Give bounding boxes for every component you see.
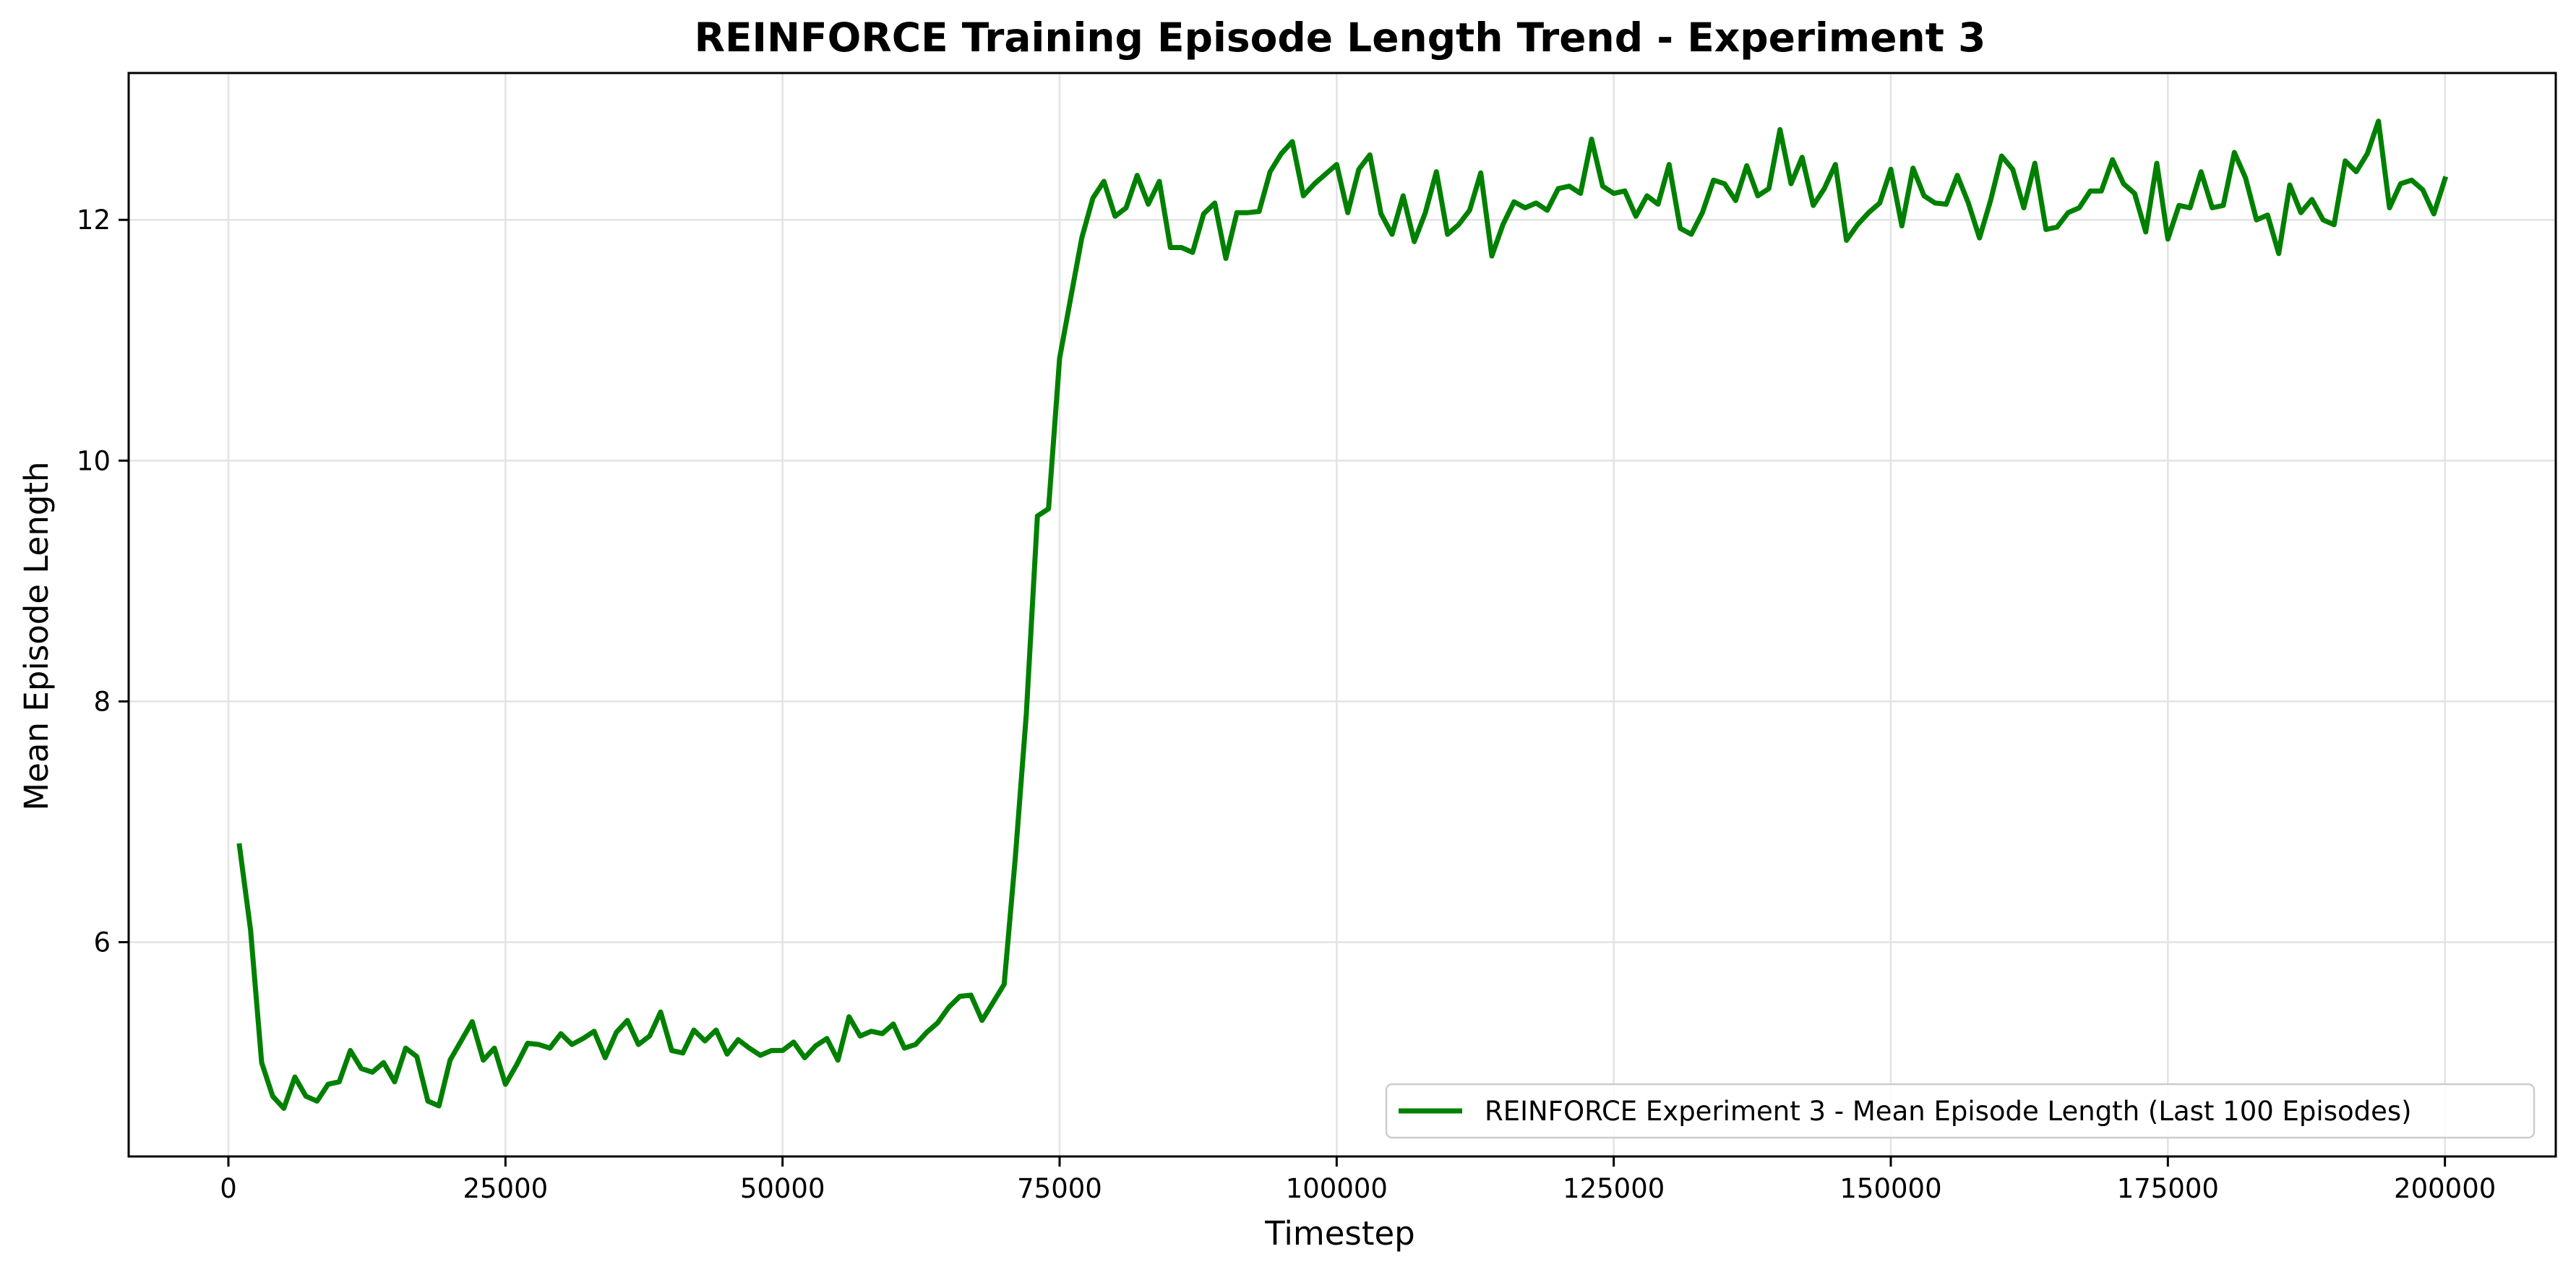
plot-frame xyxy=(127,72,2557,1158)
legend-label: REINFORCE Experiment 3 - Mean Episode Le… xyxy=(1485,1096,2412,1127)
y-tick-label: 10 xyxy=(77,445,111,476)
x-tick-label: 150000 xyxy=(1839,1173,1941,1204)
x-tick-label: 25000 xyxy=(463,1173,548,1204)
y-tick-label: 8 xyxy=(93,686,111,717)
axis-ticks: 0 25000 50000 75000 100000 125000 150000 175000… xyxy=(77,205,2496,1204)
legend: REINFORCE Experiment 3 - Mean Episode Le… xyxy=(1385,1083,2536,1139)
y-axis-label: Mean Episode Length xyxy=(17,461,56,810)
chart-title: REINFORCE Training Episode Length Trend … xyxy=(695,14,1986,61)
grid-lines xyxy=(129,73,2556,1156)
x-tick-label: 50000 xyxy=(740,1173,825,1204)
x-tick-label: 75000 xyxy=(1017,1173,1102,1204)
y-tick-label: 6 xyxy=(93,927,111,958)
series-lines xyxy=(236,119,2449,1111)
x-axis-label: Timestep xyxy=(1264,1214,1414,1253)
x-tick-label: 100000 xyxy=(1286,1173,1388,1204)
x-tick-label: 175000 xyxy=(2117,1173,2219,1204)
x-tick-label: 0 xyxy=(220,1173,237,1204)
series-line-0 xyxy=(236,119,2449,1111)
legend-box xyxy=(1385,1083,2536,1139)
x-tick-label: 125000 xyxy=(1563,1173,1665,1204)
x-tick-label: 200000 xyxy=(2394,1173,2496,1204)
y-tick-label: 12 xyxy=(77,205,111,236)
